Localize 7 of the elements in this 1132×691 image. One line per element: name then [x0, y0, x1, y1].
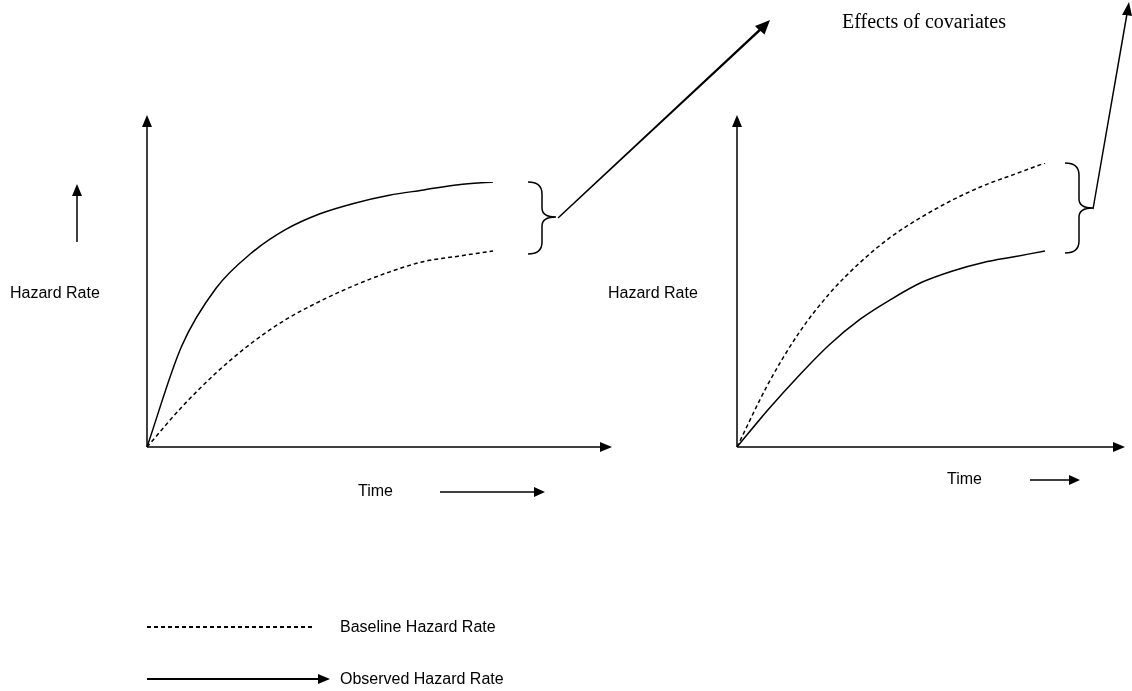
x-axis-title: Time: [358, 482, 393, 500]
y-axis-title: Hazard Rate: [10, 284, 100, 302]
y-axis-title: Hazard Rate: [608, 284, 698, 302]
legend-label: Baseline Hazard Rate: [340, 618, 496, 636]
legend-label: Observed Hazard Rate: [340, 670, 504, 688]
x-axis-title: Time: [947, 470, 982, 488]
text: Effects of covariates: [842, 10, 1006, 33]
